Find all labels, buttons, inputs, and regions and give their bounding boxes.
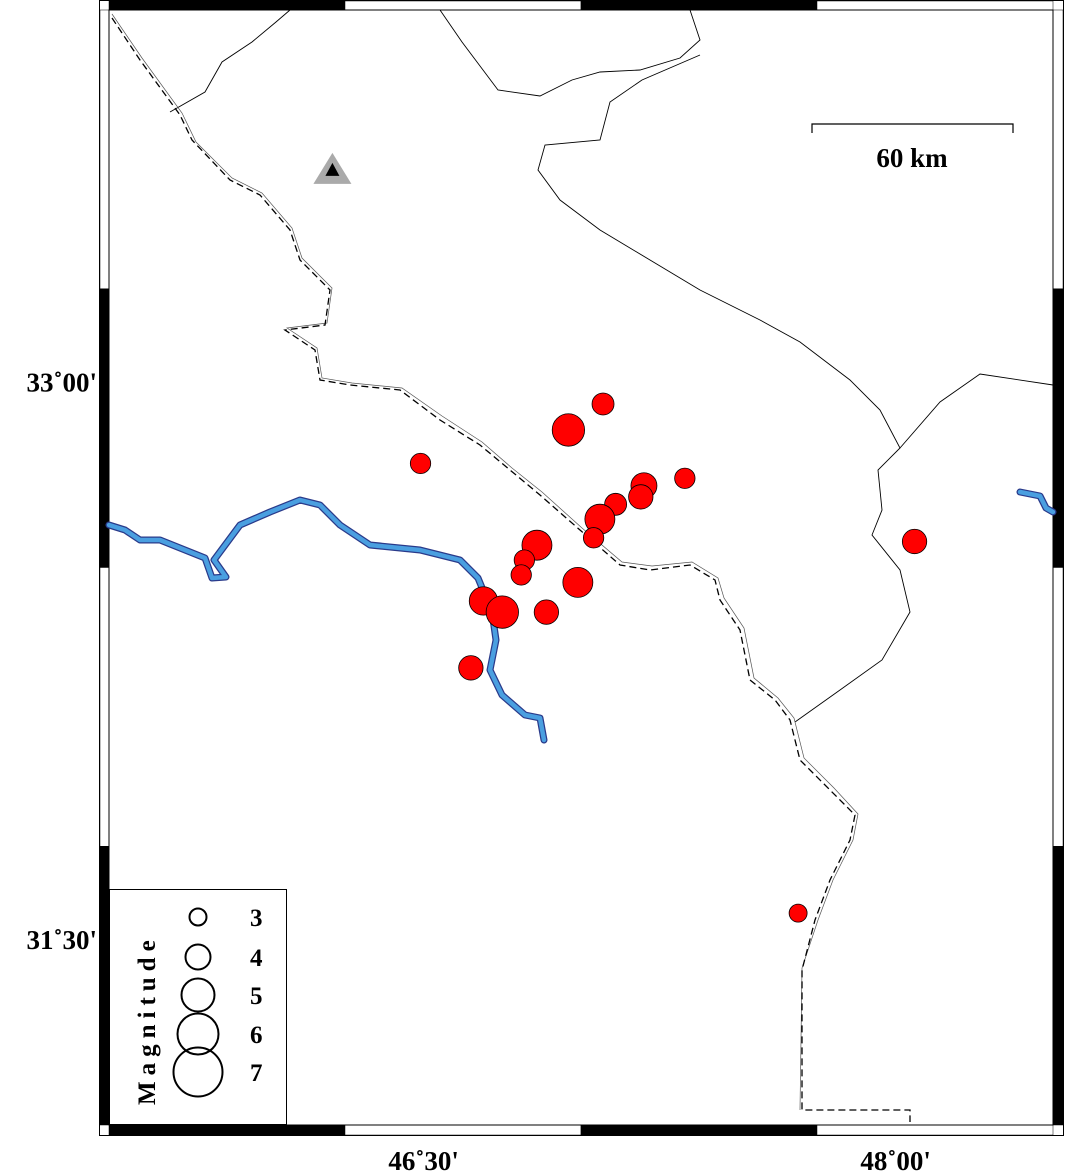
- legend-label: 3: [250, 905, 263, 932]
- frame-segment: [580, 0, 818, 11]
- earthquake-event: [551, 413, 586, 447]
- frame-segment: [99, 846, 110, 1126]
- earthquake-event: [458, 655, 484, 681]
- earthquake-event: [901, 528, 928, 555]
- y-tick-label: 33˚00': [27, 368, 98, 398]
- earthquake-event: [510, 564, 532, 586]
- legend-circle: [188, 907, 208, 927]
- station-inner-triangle-icon: [325, 162, 340, 176]
- scale-bar: 60 km: [811, 123, 1014, 173]
- legend-label: 6: [250, 1022, 263, 1049]
- frame-segment: [1052, 288, 1064, 568]
- outer-frame: [99, 0, 1064, 1136]
- frame-segment: [1052, 846, 1064, 1126]
- frame-segment: [816, 1124, 1054, 1136]
- frame-segment: [580, 1124, 818, 1136]
- frame-segment: [108, 1124, 346, 1136]
- frame-segment: [108, 0, 346, 11]
- legend-title: Magnitude: [134, 934, 161, 1105]
- earthquake-event: [533, 599, 559, 625]
- earthquake-event: [674, 467, 696, 489]
- river: [105, 488, 1057, 744]
- international-border: [111, 17, 911, 1122]
- border-solid: [111, 13, 859, 1111]
- frame-ticks: [99, 0, 1064, 1136]
- legend-label: 4: [250, 945, 263, 972]
- earthquake-event: [591, 392, 615, 416]
- y-tick-label: 31˚30': [27, 925, 98, 955]
- earthquake-event: [628, 484, 654, 510]
- station-marker: [313, 152, 352, 184]
- legend-label: 5: [250, 983, 263, 1010]
- earthquake-event: [562, 566, 594, 598]
- frame-segment: [344, 0, 582, 11]
- legend-circle: [180, 977, 216, 1013]
- province-boundaries: [169, 9, 1054, 723]
- earthquake-events: [409, 392, 928, 923]
- x-tick-label: 48˚00': [860, 1146, 931, 1174]
- frame-segment: [99, 9, 110, 289]
- earthquake-event: [485, 595, 519, 629]
- frame-segment: [816, 0, 1054, 11]
- earthquake-event: [582, 527, 605, 549]
- scale-bar-label: 60 km: [876, 143, 948, 173]
- legend-circle: [176, 1012, 220, 1056]
- legend: Magnitude 3 4 5 6 7: [109, 889, 287, 1125]
- axis-labels: 46˚30' 48˚00' 33˚00' 31˚30': [27, 368, 931, 1174]
- frame-segment: [1052, 9, 1064, 289]
- x-tick-label: 46˚30': [388, 1146, 459, 1174]
- legend-circle: [184, 943, 212, 971]
- earthquake-event: [409, 452, 432, 475]
- frame-segment: [1052, 567, 1064, 847]
- earthquake-event: [788, 903, 808, 923]
- frame-segment: [344, 1124, 582, 1136]
- frame-segment: [99, 567, 110, 847]
- legend-label: 7: [250, 1060, 263, 1087]
- legend-circle: [172, 1046, 224, 1098]
- map-border: [108, 9, 1054, 1126]
